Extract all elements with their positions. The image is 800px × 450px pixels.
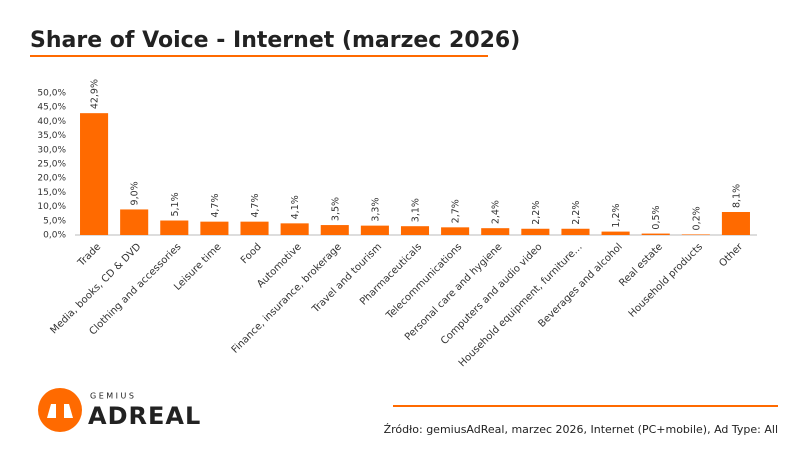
y-tick-label: 40,0% <box>37 117 66 127</box>
y-tick-label: 5,0% <box>43 216 66 226</box>
value-label: 3,5% <box>330 197 341 221</box>
logo-large: ADREAL <box>88 402 201 430</box>
chart-title: Share of Voice - Internet (marzec 2026) <box>30 28 520 53</box>
y-tick-label: 25,0% <box>37 160 66 170</box>
x-tick-label: Other <box>717 241 745 269</box>
value-label: 2,4% <box>491 200 502 224</box>
x-tick-label: Food <box>239 241 264 266</box>
y-tick-label: 10,0% <box>37 202 66 212</box>
value-label: 4,7% <box>210 194 221 218</box>
y-tick-label: 50,0% <box>37 89 66 99</box>
x-tick-label: Household products <box>627 241 705 319</box>
y-tick-label: 45,0% <box>37 103 66 113</box>
bar <box>200 221 229 235</box>
logo-small: GEMIUS <box>90 392 136 401</box>
bar <box>400 226 430 235</box>
bar <box>240 221 269 235</box>
value-label: 9,0% <box>130 181 141 205</box>
value-label: 4,7% <box>250 194 261 218</box>
logo-circle <box>38 388 82 432</box>
bar <box>280 223 309 235</box>
bar <box>481 228 510 235</box>
bar <box>120 209 149 235</box>
x-tick-label: Beverages and alcohol <box>536 241 624 329</box>
y-tick-label: 35,0% <box>37 131 66 141</box>
value-label: 2,2% <box>571 201 582 225</box>
bar <box>601 231 630 235</box>
bar <box>441 227 470 235</box>
bar <box>521 228 550 235</box>
bar <box>641 233 670 235</box>
value-label: 0,2% <box>691 206 702 230</box>
y-tick-label: 15,0% <box>37 188 66 198</box>
x-tick-label: Telecommunications <box>384 241 465 322</box>
value-label: 8,1% <box>731 184 742 208</box>
y-tick-label: 20,0% <box>37 174 66 184</box>
value-label: 2,2% <box>531 201 542 225</box>
y-tick-label: 0,0% <box>43 231 66 241</box>
value-label: 42,9% <box>90 79 101 109</box>
y-tick-label: 30,0% <box>37 145 66 155</box>
value-label: 4,1% <box>290 195 301 219</box>
bar <box>681 234 710 235</box>
x-tick-label: Trade <box>75 241 103 269</box>
value-label: 0,5% <box>651 205 662 229</box>
value-label: 1,2% <box>611 203 622 227</box>
value-label: 3,1% <box>411 198 422 222</box>
value-label: 2,7% <box>451 199 462 223</box>
bar <box>80 113 109 235</box>
x-tick-label: Travel and tourism <box>310 241 384 315</box>
bar <box>561 228 590 235</box>
source: Źródło: gemiusAdReal, marzec 2026, Inter… <box>384 423 778 436</box>
value-label: 5,1% <box>170 192 181 216</box>
bar <box>721 211 750 235</box>
bar <box>160 220 189 235</box>
bar <box>320 225 349 235</box>
bar <box>360 225 389 235</box>
logo: GEMIUS ADREAL <box>38 388 201 432</box>
value-label: 3,3% <box>370 197 381 221</box>
logo-icon <box>47 404 73 418</box>
